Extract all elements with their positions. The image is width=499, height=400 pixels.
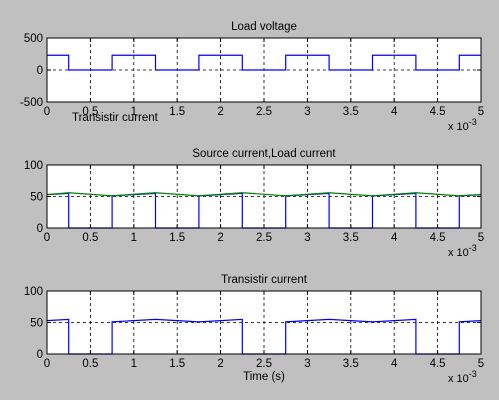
x-tick-label: 4.5 — [430, 358, 446, 370]
x-tick-label: 5 — [478, 358, 484, 370]
x-tick-label: 2 — [217, 106, 223, 118]
x-tick-label: 0 — [44, 232, 50, 244]
x-tick-label: 1.5 — [169, 106, 185, 118]
y-tick-label: -500 — [20, 97, 43, 109]
subplot-title: Transistir current — [221, 274, 308, 286]
x-tick-label: 1.5 — [169, 358, 185, 370]
x-tick-label: 4 — [391, 106, 398, 118]
x-tick-label: 0 — [44, 106, 50, 118]
x-tick-label: 4.5 — [430, 106, 446, 118]
x-tick-label: 1 — [131, 106, 137, 118]
x-tick-label: 3 — [304, 106, 310, 118]
x-tick-label: 1.5 — [169, 232, 185, 244]
x-tick-label: 3.5 — [343, 232, 359, 244]
x-tick-label: 0.5 — [82, 232, 98, 244]
y-tick-label: 50 — [30, 318, 43, 330]
series-line-2 — [46, 192, 482, 197]
x-tick-label: 2.5 — [256, 232, 272, 244]
x-multiplier-exponent: -3 — [469, 243, 477, 253]
y-tick-label: 500 — [24, 33, 43, 45]
x-tick-label: 0 — [44, 358, 50, 370]
x-tick-label: 2 — [217, 358, 223, 370]
x-tick-label: 0.5 — [82, 106, 98, 118]
x-tick-label: 0.5 — [82, 358, 98, 370]
subplot-title: Source current,Load current — [192, 148, 336, 160]
x-tick-label: 3 — [304, 358, 310, 370]
x-multiplier-exponent: -3 — [469, 369, 477, 379]
stray-label: Transistir current — [72, 112, 159, 124]
series-line-1 — [47, 54, 481, 71]
x-tick-label: 1 — [131, 358, 137, 370]
x-tick-label: 5 — [478, 106, 484, 118]
x-tick-label: 4 — [391, 232, 398, 244]
y-tick-label: 0 — [37, 349, 43, 361]
y-tick-label: 50 — [30, 192, 43, 204]
x-tick-label: 2.5 — [256, 106, 272, 118]
x-tick-label: 2.5 — [256, 358, 272, 370]
x-multiplier-exponent: -3 — [469, 117, 477, 127]
x-tick-label: 4.5 — [430, 232, 446, 244]
y-tick-label: 0 — [37, 65, 43, 77]
x-tick-label: 1 — [131, 232, 137, 244]
y-tick-label: 0 — [37, 223, 43, 235]
y-tick-label: 100 — [24, 160, 43, 172]
x-tick-label: 3.5 — [343, 358, 359, 370]
x-tick-label: 5 — [478, 232, 484, 244]
subplot-title: Load voltage — [231, 21, 297, 33]
y-tick-label: 100 — [24, 286, 43, 298]
x-tick-label: 3 — [304, 232, 310, 244]
x-tick-label: 2 — [217, 232, 223, 244]
x-tick-label: 3.5 — [343, 106, 359, 118]
x-axis-label: Time (s) — [243, 371, 285, 383]
x-tick-label: 4 — [391, 358, 398, 370]
